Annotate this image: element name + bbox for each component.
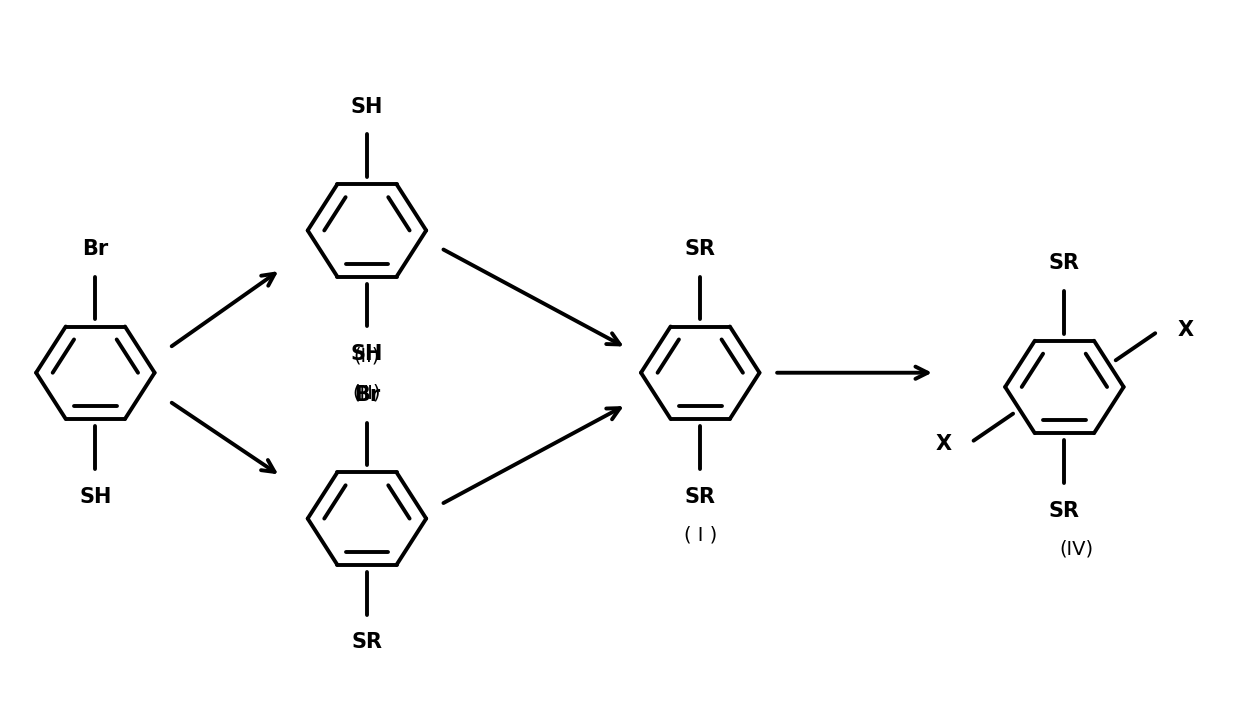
Text: SH: SH	[79, 487, 112, 506]
Text: X: X	[1178, 320, 1194, 340]
Text: SR: SR	[1049, 500, 1080, 521]
Text: SR: SR	[1049, 253, 1080, 273]
Text: (II): (II)	[353, 346, 381, 366]
Text: (IV): (IV)	[1060, 540, 1094, 559]
Text: Br: Br	[82, 239, 108, 259]
Text: Br: Br	[353, 385, 381, 404]
Text: SH: SH	[351, 97, 383, 117]
Text: ( I ): ( I )	[683, 526, 717, 545]
Text: SR: SR	[684, 239, 715, 259]
Text: X: X	[935, 435, 951, 455]
Text: SH: SH	[351, 344, 383, 364]
Text: SR: SR	[351, 632, 382, 652]
Text: SR: SR	[684, 487, 715, 506]
Text: (Ⅲ): (Ⅲ)	[352, 384, 381, 402]
